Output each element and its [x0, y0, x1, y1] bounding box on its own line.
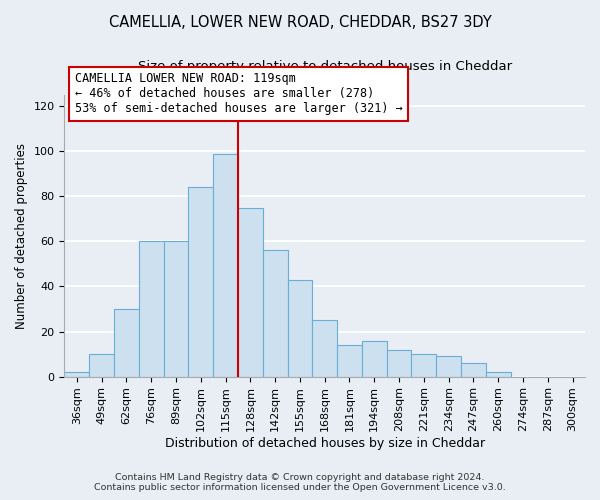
Bar: [89, 354, 114, 376]
Bar: [213, 154, 238, 376]
Bar: [436, 356, 461, 376]
Title: Size of property relative to detached houses in Cheddar: Size of property relative to detached ho…: [137, 60, 512, 73]
Bar: [486, 372, 511, 376]
Bar: [188, 188, 213, 376]
Y-axis label: Number of detached properties: Number of detached properties: [15, 143, 28, 329]
Bar: [313, 320, 337, 376]
X-axis label: Distribution of detached houses by size in Cheddar: Distribution of detached houses by size …: [164, 437, 485, 450]
Bar: [362, 340, 386, 376]
Bar: [461, 363, 486, 376]
Bar: [114, 309, 139, 376]
Bar: [386, 350, 412, 376]
Text: CAMELLIA LOWER NEW ROAD: 119sqm
← 46% of detached houses are smaller (278)
53% o: CAMELLIA LOWER NEW ROAD: 119sqm ← 46% of…: [75, 72, 403, 116]
Text: Contains HM Land Registry data © Crown copyright and database right 2024.
Contai: Contains HM Land Registry data © Crown c…: [94, 473, 506, 492]
Bar: [287, 280, 313, 376]
Bar: [337, 345, 362, 376]
Bar: [412, 354, 436, 376]
Bar: [263, 250, 287, 376]
Text: CAMELLIA, LOWER NEW ROAD, CHEDDAR, BS27 3DY: CAMELLIA, LOWER NEW ROAD, CHEDDAR, BS27 …: [109, 15, 491, 30]
Bar: [238, 208, 263, 376]
Bar: [164, 242, 188, 376]
Bar: [139, 242, 164, 376]
Bar: [64, 372, 89, 376]
